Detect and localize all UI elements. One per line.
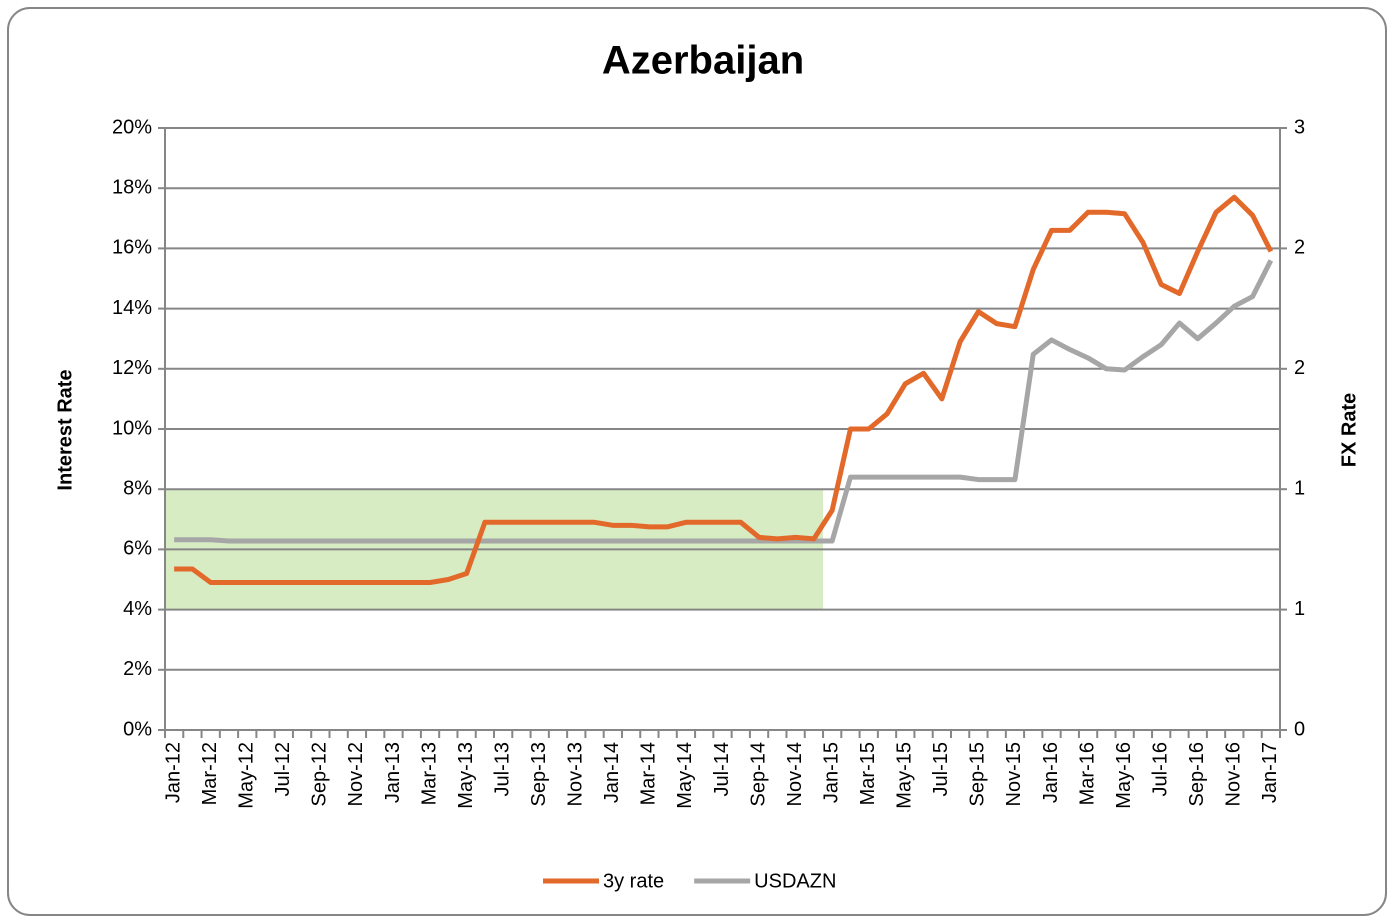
y-tick-label: 2% [123, 658, 152, 680]
x-tick-label: Sep-13 [528, 742, 550, 807]
x-tick-label: Mar-16 [1076, 742, 1098, 805]
y-tick-label: 18% [112, 176, 152, 198]
x-tick-label: Jul-12 [272, 742, 294, 796]
x-tick-label: Jul-13 [491, 742, 513, 796]
x-tick-label: Sep-16 [1186, 742, 1208, 807]
x-tick-label: Sep-15 [967, 742, 989, 807]
y-axis-label: Interest Rate [54, 369, 76, 490]
series-line [174, 194, 1274, 586]
chart-title: Azerbaijan [602, 39, 804, 83]
x-tick-label: May-15 [894, 742, 916, 809]
y2-tick-label: 2 [1294, 237, 1305, 259]
x-tick-label: Nov-15 [1003, 742, 1025, 806]
y-tick-label: 16% [112, 237, 152, 259]
y-tick-label: 0% [123, 718, 152, 740]
y2-tick-label: 0 [1294, 718, 1305, 740]
y2-tick-label: 3 [1294, 116, 1305, 138]
x-tick-label: Jul-14 [711, 742, 733, 796]
y-tick-label: 4% [123, 598, 152, 620]
x-tick-label: May-12 [236, 742, 258, 809]
x-tick-label: Mar-13 [418, 742, 440, 805]
y-tick-label: 12% [112, 357, 152, 379]
y-tick-label: 10% [112, 417, 152, 439]
y2-axis-label: FX Rate [1338, 393, 1360, 467]
x-tick-label: Jan-14 [601, 742, 623, 803]
x-tick-label: Jul-16 [1149, 742, 1171, 796]
x-tick-label: May-14 [674, 742, 696, 809]
y2-tick-label: 1 [1294, 477, 1305, 499]
x-tick-label: Jan-13 [382, 742, 404, 803]
x-tick-label: Nov-16 [1223, 742, 1245, 806]
y-tick-label: 6% [123, 538, 152, 560]
x-tick-label: Sep-14 [747, 742, 769, 807]
legend-label: USDAZN [754, 870, 836, 892]
x-tick-label: Nov-13 [565, 742, 587, 806]
x-tick-label: Jan-12 [162, 742, 184, 803]
x-tick-label: Mar-12 [199, 742, 221, 805]
y2-tick-label: 1 [1294, 598, 1305, 620]
y-tick-label: 8% [123, 477, 152, 499]
y-tick-label: 20% [112, 116, 152, 138]
legend-label: 3y rate [603, 870, 664, 892]
y-tick-label: 14% [112, 297, 152, 319]
x-tick-label: Jan-15 [820, 742, 842, 803]
chart-frame [7, 7, 1387, 916]
x-tick-label: Jan-16 [1040, 742, 1062, 803]
x-tick-label: Mar-15 [857, 742, 879, 805]
x-tick-label: Nov-14 [784, 742, 806, 806]
x-tick-label: Sep-12 [309, 742, 331, 807]
series-line [174, 259, 1274, 544]
x-tick-label: Mar-14 [638, 742, 660, 805]
x-tick-label: Jul-15 [930, 742, 952, 796]
x-tick-label: May-13 [455, 742, 477, 809]
x-tick-label: Jan-17 [1259, 742, 1281, 803]
x-tick-label: May-16 [1113, 742, 1135, 809]
x-tick-label: Nov-12 [345, 742, 367, 806]
y2-tick-label: 2 [1294, 357, 1305, 379]
